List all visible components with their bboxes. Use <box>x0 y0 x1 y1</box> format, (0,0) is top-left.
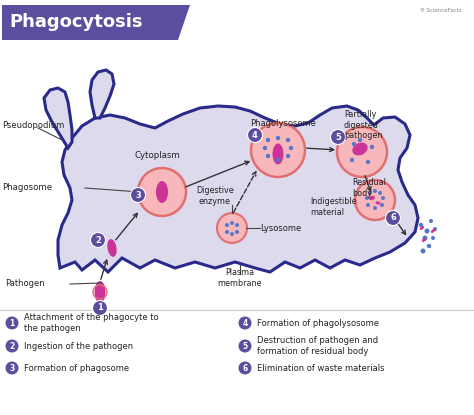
Circle shape <box>251 123 305 177</box>
Text: Partially
digested
pathogen: Partially digested pathogen <box>344 110 383 140</box>
Circle shape <box>5 361 19 375</box>
Ellipse shape <box>156 181 168 203</box>
Text: Formation of phagolysosome: Formation of phagolysosome <box>257 318 379 327</box>
Ellipse shape <box>107 239 117 257</box>
Text: Indigestible
material: Indigestible material <box>310 197 356 217</box>
Circle shape <box>366 160 370 164</box>
Circle shape <box>263 146 267 150</box>
Text: 3: 3 <box>135 190 141 200</box>
Circle shape <box>431 236 435 240</box>
Circle shape <box>433 227 437 231</box>
Text: Residual
body: Residual body <box>352 178 386 198</box>
Text: 3: 3 <box>9 364 15 373</box>
Text: Plasma
membrane: Plasma membrane <box>218 269 262 288</box>
Circle shape <box>286 138 290 142</box>
Circle shape <box>5 339 19 353</box>
Text: Elimination of waste materials: Elimination of waste materials <box>257 364 384 373</box>
Circle shape <box>91 232 106 247</box>
Text: Formation of phagosome: Formation of phagosome <box>24 364 129 373</box>
Text: Cytoplasm: Cytoplasm <box>135 151 181 159</box>
Circle shape <box>238 316 252 330</box>
Circle shape <box>238 361 252 375</box>
Text: 4: 4 <box>242 318 247 327</box>
Text: 1: 1 <box>97 303 103 312</box>
Circle shape <box>337 127 387 177</box>
Ellipse shape <box>369 196 375 200</box>
Circle shape <box>365 196 369 200</box>
Text: Destruction of pathogen and
formation of residual body: Destruction of pathogen and formation of… <box>257 336 378 356</box>
Circle shape <box>350 158 354 162</box>
Circle shape <box>368 191 372 195</box>
Circle shape <box>420 249 426 254</box>
Circle shape <box>422 235 428 241</box>
Circle shape <box>286 154 290 158</box>
Circle shape <box>385 210 401 225</box>
Circle shape <box>355 180 395 220</box>
Circle shape <box>235 223 239 227</box>
Circle shape <box>419 223 423 227</box>
Circle shape <box>238 339 252 353</box>
Circle shape <box>370 145 374 149</box>
Circle shape <box>373 189 377 193</box>
Text: Pseudopodium: Pseudopodium <box>2 122 64 130</box>
Circle shape <box>366 203 370 207</box>
Circle shape <box>130 188 146 203</box>
Circle shape <box>352 142 356 146</box>
Text: Pathogen: Pathogen <box>5 279 45 288</box>
Circle shape <box>266 154 270 158</box>
Text: 1: 1 <box>9 318 15 327</box>
Text: Digestive
enzyme: Digestive enzyme <box>196 186 234 206</box>
Ellipse shape <box>352 143 368 155</box>
Text: Attachment of the phagocyte to
the pathogen: Attachment of the phagocyte to the patho… <box>24 313 159 333</box>
Text: Phagosome: Phagosome <box>2 183 52 193</box>
Circle shape <box>92 300 108 315</box>
Circle shape <box>276 136 280 140</box>
Circle shape <box>5 316 19 330</box>
Circle shape <box>373 206 377 210</box>
Text: 5: 5 <box>335 132 341 142</box>
Text: 2: 2 <box>95 235 101 244</box>
Polygon shape <box>90 70 114 118</box>
Ellipse shape <box>375 201 381 205</box>
Ellipse shape <box>273 144 283 164</box>
Ellipse shape <box>431 229 435 233</box>
Polygon shape <box>58 106 418 272</box>
Text: 6: 6 <box>242 364 247 373</box>
Circle shape <box>225 230 229 234</box>
Ellipse shape <box>94 281 106 303</box>
Circle shape <box>425 229 429 234</box>
Circle shape <box>380 203 384 207</box>
Circle shape <box>138 168 186 216</box>
Circle shape <box>276 158 280 162</box>
Text: 2: 2 <box>9 342 15 351</box>
Polygon shape <box>2 5 190 40</box>
Text: Phagolysosome: Phagolysosome <box>250 119 316 127</box>
Text: Ingestion of the pathogen: Ingestion of the pathogen <box>24 342 133 351</box>
Text: 6: 6 <box>390 213 396 222</box>
Circle shape <box>225 223 229 227</box>
Circle shape <box>235 230 239 234</box>
Ellipse shape <box>422 238 426 242</box>
Circle shape <box>427 244 431 248</box>
Text: ❊ ScienceFacts: ❊ ScienceFacts <box>420 8 462 13</box>
Circle shape <box>429 219 433 223</box>
Text: 5: 5 <box>242 342 247 351</box>
Ellipse shape <box>420 226 424 230</box>
Circle shape <box>289 146 293 150</box>
Polygon shape <box>44 88 72 148</box>
Circle shape <box>217 213 247 243</box>
Text: Lysosome: Lysosome <box>260 224 301 232</box>
Circle shape <box>230 232 234 236</box>
Circle shape <box>230 221 234 225</box>
Circle shape <box>381 196 385 200</box>
Circle shape <box>358 138 362 142</box>
Circle shape <box>247 127 263 142</box>
Circle shape <box>266 138 270 142</box>
Text: 4: 4 <box>252 130 258 139</box>
Circle shape <box>330 129 346 144</box>
Circle shape <box>378 191 382 195</box>
Text: Phagocytosis: Phagocytosis <box>9 13 143 31</box>
